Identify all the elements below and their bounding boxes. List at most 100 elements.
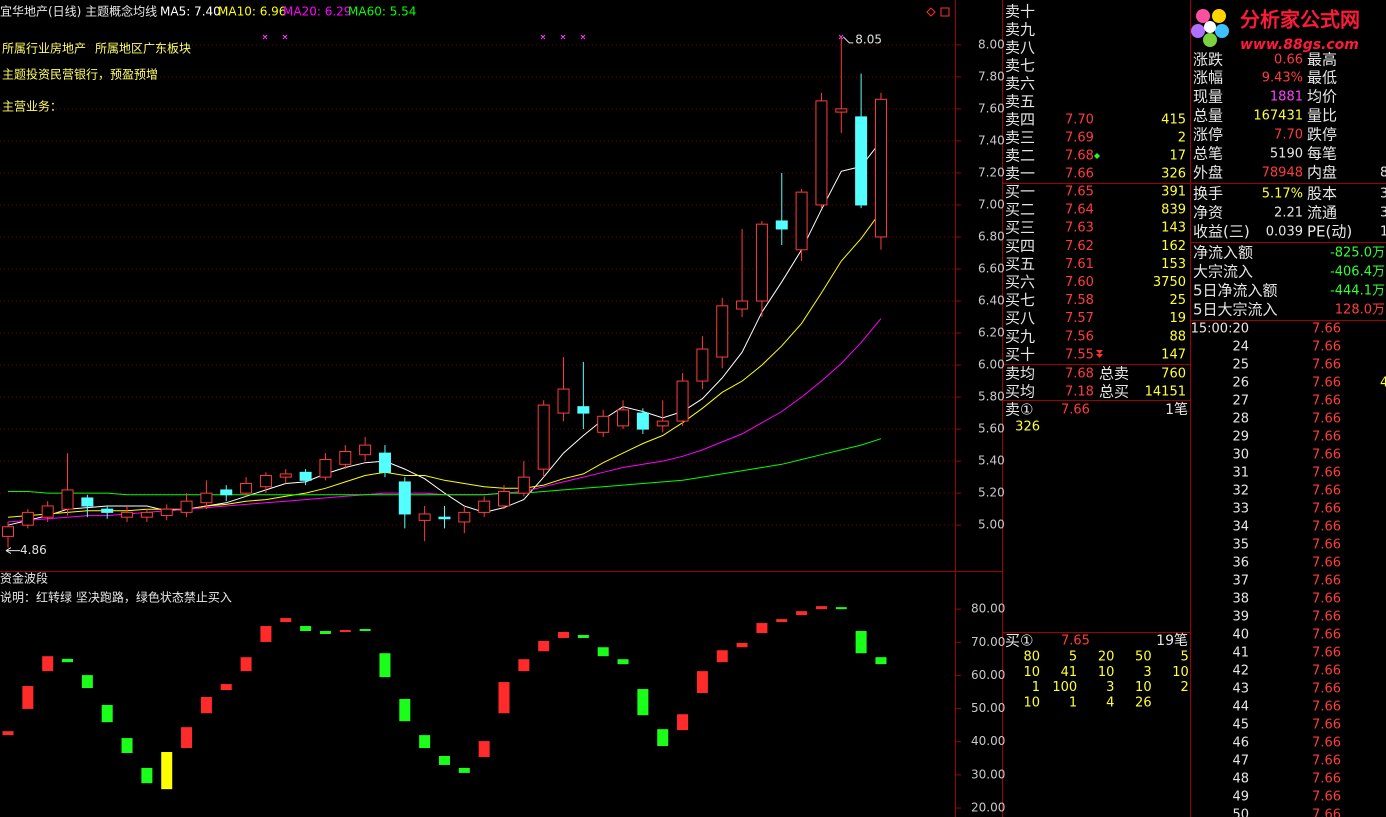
book-price: 7.69 bbox=[1065, 131, 1094, 146]
queue-volume: 10 bbox=[1023, 695, 1040, 710]
book-volume: 19 bbox=[1169, 311, 1186, 326]
tick-time: 38 bbox=[1232, 592, 1249, 607]
candle-body bbox=[220, 489, 233, 496]
book-price: 7.64 bbox=[1065, 203, 1094, 218]
wave-bar bbox=[597, 647, 609, 657]
tick-time: 44 bbox=[1232, 700, 1249, 715]
pane-subtitle: 说明：红转绿 坚决跑路，绿色状态禁止买入 bbox=[0, 590, 232, 605]
book-label: 卖一 bbox=[1005, 165, 1035, 183]
tick-price: 7.66 bbox=[1312, 592, 1341, 607]
tick-price: 7.66 bbox=[1312, 808, 1341, 817]
book-price: 7.65 bbox=[1061, 634, 1090, 649]
wave-bar bbox=[855, 631, 867, 654]
flow-label: 净流入额 bbox=[1193, 244, 1253, 262]
annotation: 主营业务： bbox=[2, 99, 62, 114]
y-tick-label: 7.40 bbox=[978, 133, 1005, 147]
tick-time: 27 bbox=[1232, 394, 1249, 409]
candle-body bbox=[517, 476, 530, 494]
book-price: 7.57 bbox=[1065, 311, 1094, 326]
y-tick-label: 80.00 bbox=[971, 602, 1005, 616]
candle-body bbox=[775, 220, 788, 230]
wave-bar bbox=[776, 619, 788, 623]
wave-bar bbox=[101, 704, 113, 723]
tick-price: 7.66 bbox=[1312, 574, 1341, 589]
tick-time: 26 bbox=[1232, 376, 1249, 391]
book-label: 卖十 bbox=[1005, 3, 1035, 21]
tick-time: 24 bbox=[1232, 340, 1249, 355]
tick-time: 37 bbox=[1232, 574, 1249, 589]
wave-bar bbox=[121, 738, 133, 754]
y-tick-label: 6.20 bbox=[978, 326, 1005, 340]
tick-price: 7.66 bbox=[1312, 448, 1341, 463]
flow-label: 5日大宗流入 bbox=[1193, 301, 1278, 319]
book-label: 买八 bbox=[1005, 309, 1035, 327]
tick-time: 48 bbox=[1232, 772, 1249, 787]
wave-bar bbox=[300, 626, 312, 632]
tick-price: 7.66 bbox=[1312, 484, 1341, 499]
wave-bar bbox=[756, 623, 768, 634]
petal bbox=[1196, 9, 1210, 23]
candle-body bbox=[597, 415, 610, 433]
quote-label: 净资 bbox=[1193, 204, 1223, 222]
book-label: 买三 bbox=[1005, 219, 1035, 237]
wave-bar bbox=[62, 658, 74, 663]
y-tick-label: 5.40 bbox=[978, 454, 1005, 468]
candle-body bbox=[319, 459, 332, 478]
candle-body bbox=[716, 305, 729, 358]
wave-bar bbox=[815, 606, 827, 610]
tick-price: 7.66 bbox=[1312, 538, 1341, 553]
quote-value: 7.70 bbox=[1274, 128, 1303, 143]
petal-center bbox=[1204, 21, 1216, 33]
wave-bar bbox=[260, 626, 272, 642]
book-label: 买六 bbox=[1005, 273, 1035, 291]
tick-time: 45 bbox=[1232, 718, 1249, 733]
book-volume: 839 bbox=[1161, 203, 1186, 218]
legend-entry: MA10: 6.96 bbox=[218, 5, 286, 19]
quote-value: 1881 bbox=[1270, 90, 1303, 105]
logo-flower bbox=[1191, 9, 1229, 47]
book-label: 卖九 bbox=[1005, 21, 1035, 39]
tick-time: 25 bbox=[1232, 358, 1249, 373]
quote-value: 78948 bbox=[1262, 166, 1303, 181]
annotation: 所属行业房地产 bbox=[2, 41, 86, 56]
y-tick-label: 40.00 bbox=[971, 734, 1005, 748]
candle-body bbox=[299, 471, 312, 481]
candle-body bbox=[200, 492, 213, 504]
ma-line bbox=[7, 211, 882, 518]
candle-body bbox=[458, 511, 471, 523]
queue-volume: 326 bbox=[1015, 420, 1040, 435]
legend-entry: MA60: 5.54 bbox=[348, 5, 416, 19]
petal bbox=[1212, 9, 1226, 23]
candle-body bbox=[359, 444, 372, 456]
book-label: 总卖 bbox=[1099, 365, 1129, 383]
candle-body bbox=[121, 511, 134, 518]
book-price: 7.55 bbox=[1065, 347, 1094, 362]
tick-time: 28 bbox=[1232, 412, 1249, 427]
tick-price: 7.66 bbox=[1312, 754, 1341, 769]
wave-bar bbox=[736, 642, 748, 648]
y-tick-label: 8.00 bbox=[978, 37, 1005, 51]
wave-bar bbox=[438, 755, 450, 765]
book-volume: 391 bbox=[1161, 185, 1186, 200]
tick-time: 43 bbox=[1232, 682, 1249, 697]
quote-label: PE(动) bbox=[1307, 223, 1352, 241]
queue-volume: 41 bbox=[1061, 665, 1078, 680]
quote-label: 换手 bbox=[1193, 185, 1223, 203]
logo-title: 分析家公式网 bbox=[1240, 8, 1360, 32]
wave-bar bbox=[677, 714, 689, 731]
queue-volume: 10 bbox=[1098, 665, 1115, 680]
book-label: 买一 bbox=[1005, 183, 1035, 201]
quote-value: 5190 bbox=[1270, 147, 1303, 162]
marker-arrow bbox=[1096, 350, 1103, 358]
book-volume: 88 bbox=[1169, 329, 1186, 344]
low-price-label: 4.86 bbox=[20, 543, 47, 557]
book-label: 卖八 bbox=[1005, 39, 1035, 57]
queue-volume: 2 bbox=[1181, 680, 1189, 695]
quote-value: 5.17% bbox=[1262, 187, 1303, 202]
book-label: 买十 bbox=[1005, 345, 1035, 363]
flow-label: 大宗流入 bbox=[1193, 263, 1253, 281]
y-tick-label: 50.00 bbox=[971, 701, 1005, 715]
book-label: 卖四 bbox=[1005, 111, 1035, 129]
candle-body bbox=[676, 380, 689, 422]
